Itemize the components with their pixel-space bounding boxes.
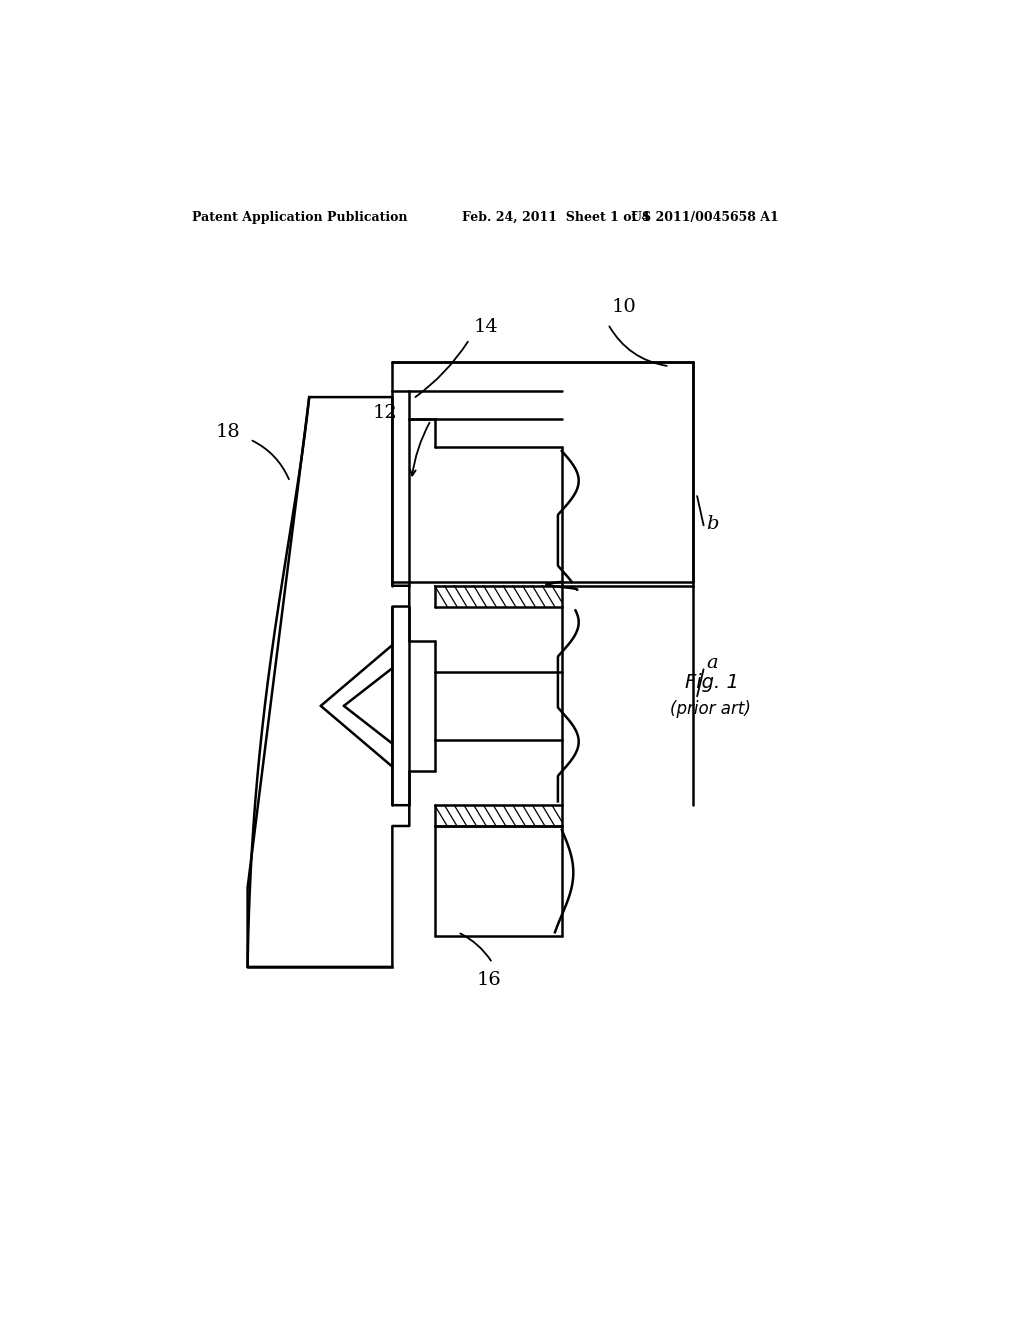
Text: (prior art): (prior art) xyxy=(670,700,751,718)
Text: Fig. 1: Fig. 1 xyxy=(685,672,739,692)
Text: 14: 14 xyxy=(473,318,498,335)
Polygon shape xyxy=(248,397,410,966)
Text: US 2011/0045658 A1: US 2011/0045658 A1 xyxy=(631,211,779,224)
Text: a: a xyxy=(707,653,718,672)
Text: Feb. 24, 2011  Sheet 1 of 4: Feb. 24, 2011 Sheet 1 of 4 xyxy=(462,211,649,224)
Text: b: b xyxy=(707,515,719,533)
Text: 16: 16 xyxy=(476,970,501,989)
Text: Patent Application Publication: Patent Application Publication xyxy=(193,211,408,224)
Text: 12: 12 xyxy=(373,404,398,421)
Text: 10: 10 xyxy=(611,298,637,317)
Text: 18: 18 xyxy=(215,422,240,441)
